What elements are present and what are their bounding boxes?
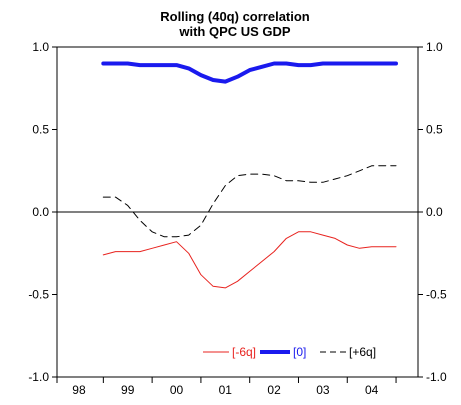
x-tick-label: 98 [72,383,86,397]
y-tick-label-left: 1.0 [32,40,49,54]
axes: 1.0 1.0 0.5 0.5 0.0 0.0 -0.5 -0.5 -1.0 -1.0 98 99 00… [28,40,447,397]
x-tick-label: 03 [316,383,330,397]
y-tick-label-right: 0.5 [426,123,443,137]
x-tick-label: 00 [170,383,184,397]
series-line-1 [101,61,398,84]
y-tick-label-right: 0.0 [426,205,443,219]
legend: [-6q] [0] [+6q] [203,345,376,359]
chart-title-line1: Rolling (40q) correlation [160,9,310,24]
series-layer [101,61,398,289]
x-tick-label: 04 [365,383,379,397]
series-line-2 [102,165,397,238]
series-line-0 [102,231,397,289]
x-tick-label: 02 [267,383,281,397]
y-tick-label-left: 0.0 [32,205,49,219]
legend-label-0: [-6q] [232,345,256,359]
y-tick-label-right: 1.0 [426,40,443,54]
y-tick-label-right: -1.0 [426,370,447,384]
x-tick-label: 01 [219,383,233,397]
y-tick-label-left: 0.5 [32,123,49,137]
x-tick-label: 99 [121,383,135,397]
legend-label-1: [0] [293,345,306,359]
y-tick-label-left: -0.5 [28,288,49,302]
y-tick-label-right: -0.5 [426,288,447,302]
chart-title-line2: with QPC US GDP [178,24,291,39]
legend-label-2: [+6q] [349,345,376,359]
y-tick-label-left: -1.0 [28,370,49,384]
